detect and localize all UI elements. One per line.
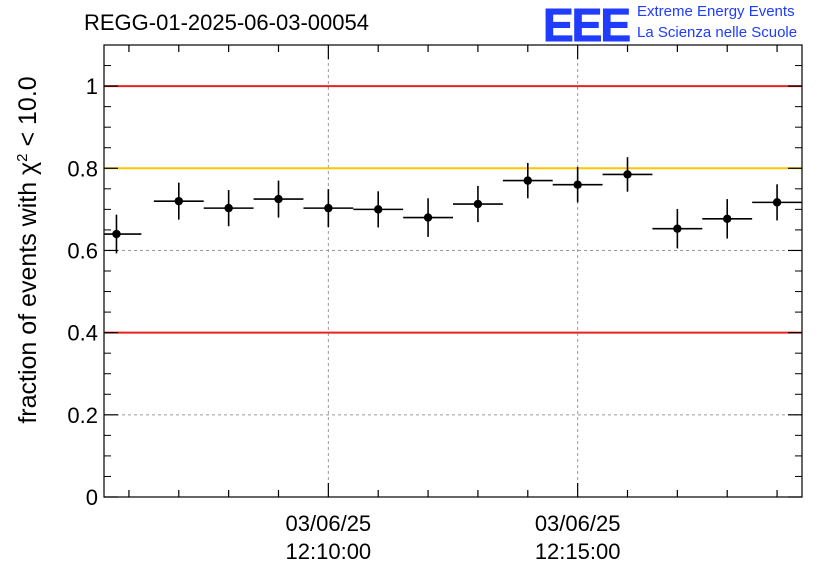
plot-frame — [103, 44, 803, 498]
y-axis-label: fraction of events with χ2 < 10.0 — [14, 76, 42, 423]
axis-ticks: 0 0.2 0.4 0.6 0.8 1 03/06/25 12:10:00 03/06/25 12… — [67, 45, 802, 564]
data-point — [274, 194, 283, 204]
y-tick-label: 0.6 — [67, 238, 98, 263]
logo-tagline-2: La Scienza nelle Scuole — [637, 24, 798, 41]
data-point — [673, 224, 682, 233]
data-points — [104, 157, 802, 254]
data-point — [573, 180, 582, 189]
data-point — [523, 176, 532, 185]
data-point — [112, 229, 121, 239]
reference-lines — [104, 85, 802, 334]
logo-tagline-1: Extreme Energy Events — [637, 3, 795, 20]
y-tick-label: 0.4 — [67, 321, 98, 346]
data-point — [324, 203, 333, 213]
data-point — [374, 205, 383, 214]
x-tick-label-date: 03/06/25 — [535, 511, 621, 536]
chart-title: REGG-01-2025-06-03-00054 — [84, 10, 369, 35]
x-tick-label-time: 12:15:00 — [535, 539, 621, 564]
data-point — [772, 198, 782, 207]
y-tick-label: 0.2 — [67, 403, 98, 428]
eee-logo: EEE — [542, 0, 631, 51]
x-tick-label-date: 03/06/25 — [286, 511, 372, 536]
y-tick-label: 0.8 — [67, 156, 98, 181]
data-point — [224, 203, 233, 213]
y-tick-label: 1 — [86, 74, 98, 99]
data-point — [423, 213, 433, 222]
y-tick-label: 0 — [86, 485, 98, 510]
data-point — [174, 196, 183, 206]
data-point — [623, 170, 632, 179]
data-point — [723, 214, 732, 224]
grid-lines — [104, 45, 802, 497]
x-tick-label-time: 12:10:00 — [286, 539, 372, 564]
data-point — [473, 199, 483, 209]
